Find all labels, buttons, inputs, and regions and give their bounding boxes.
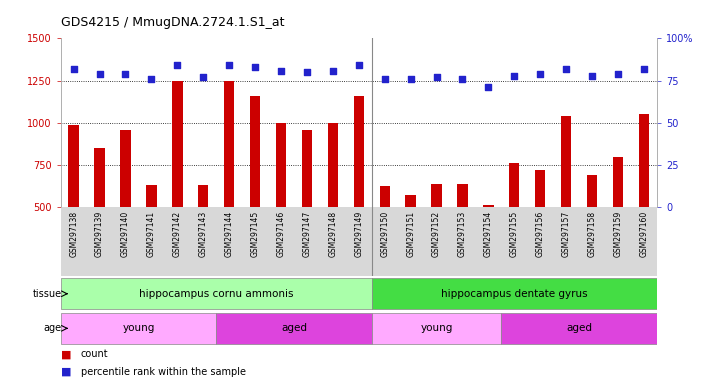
Bar bbox=[61, 278, 372, 310]
Text: GSM297141: GSM297141 bbox=[147, 211, 156, 257]
Point bbox=[198, 74, 209, 80]
Text: GSM297148: GSM297148 bbox=[328, 211, 337, 257]
Bar bbox=[172, 81, 183, 292]
Text: ■: ■ bbox=[61, 367, 71, 377]
Bar bbox=[276, 123, 286, 292]
Bar bbox=[380, 186, 390, 292]
Bar bbox=[587, 175, 597, 292]
Point bbox=[508, 73, 520, 79]
Bar bbox=[535, 170, 545, 292]
Point bbox=[405, 76, 416, 82]
Text: GSM297159: GSM297159 bbox=[613, 211, 623, 257]
Point bbox=[327, 68, 338, 74]
Bar bbox=[372, 313, 501, 344]
Bar bbox=[613, 157, 623, 292]
Text: GSM297147: GSM297147 bbox=[303, 211, 311, 257]
Text: aged: aged bbox=[566, 323, 592, 333]
Text: GSM297157: GSM297157 bbox=[562, 211, 570, 257]
Text: young: young bbox=[421, 323, 453, 333]
Bar bbox=[302, 130, 312, 292]
Text: GSM297155: GSM297155 bbox=[510, 211, 519, 257]
Text: GSM297145: GSM297145 bbox=[251, 211, 260, 257]
Bar bbox=[639, 114, 649, 292]
Point bbox=[120, 71, 131, 77]
Text: GSM297151: GSM297151 bbox=[406, 211, 415, 257]
Text: GSM297152: GSM297152 bbox=[432, 211, 441, 257]
Point bbox=[171, 62, 183, 68]
Point bbox=[613, 71, 624, 77]
Text: GSM297139: GSM297139 bbox=[95, 211, 104, 257]
Point bbox=[353, 62, 364, 68]
Point bbox=[94, 71, 105, 77]
Text: GSM297149: GSM297149 bbox=[354, 211, 363, 257]
Bar bbox=[120, 130, 131, 292]
Point bbox=[301, 69, 313, 75]
Point bbox=[223, 62, 235, 68]
Text: percentile rank within the sample: percentile rank within the sample bbox=[81, 367, 246, 377]
Text: GSM297150: GSM297150 bbox=[381, 211, 389, 257]
Text: GSM297160: GSM297160 bbox=[640, 211, 648, 257]
Text: GDS4215 / MmugDNA.2724.1.S1_at: GDS4215 / MmugDNA.2724.1.S1_at bbox=[61, 16, 284, 29]
Text: aged: aged bbox=[281, 323, 307, 333]
Point bbox=[249, 64, 261, 70]
Bar bbox=[353, 96, 364, 292]
Bar bbox=[406, 195, 416, 292]
Text: age: age bbox=[44, 323, 62, 333]
Text: GSM297158: GSM297158 bbox=[588, 211, 597, 257]
Text: GSM297142: GSM297142 bbox=[173, 211, 182, 257]
Text: GSM297138: GSM297138 bbox=[69, 211, 78, 257]
Bar bbox=[198, 185, 208, 292]
Text: GSM297146: GSM297146 bbox=[276, 211, 286, 257]
Point bbox=[68, 66, 79, 72]
Bar bbox=[372, 278, 657, 310]
Point bbox=[535, 71, 546, 77]
Bar bbox=[224, 81, 234, 292]
Point bbox=[586, 73, 598, 79]
Bar bbox=[146, 185, 156, 292]
Text: GSM297156: GSM297156 bbox=[536, 211, 545, 257]
Bar bbox=[250, 96, 261, 292]
Text: GSM297143: GSM297143 bbox=[198, 211, 208, 257]
Bar bbox=[94, 148, 105, 292]
Text: GSM297153: GSM297153 bbox=[458, 211, 467, 257]
Point bbox=[560, 66, 572, 72]
Bar bbox=[69, 124, 79, 292]
Bar bbox=[216, 313, 372, 344]
Point bbox=[276, 68, 287, 74]
Bar bbox=[457, 184, 468, 292]
Bar bbox=[61, 313, 216, 344]
Text: tissue: tissue bbox=[33, 289, 62, 299]
Text: count: count bbox=[81, 349, 109, 359]
Text: hippocampus dentate gyrus: hippocampus dentate gyrus bbox=[441, 289, 588, 299]
Bar bbox=[328, 123, 338, 292]
Text: GSM297154: GSM297154 bbox=[484, 211, 493, 257]
Point bbox=[457, 76, 468, 82]
Bar bbox=[561, 116, 571, 292]
Text: ■: ■ bbox=[61, 349, 71, 359]
Bar bbox=[431, 184, 442, 292]
Point bbox=[638, 66, 650, 72]
Point bbox=[431, 74, 442, 80]
Bar bbox=[483, 205, 493, 292]
Point bbox=[146, 76, 157, 82]
Point bbox=[483, 84, 494, 91]
Bar bbox=[509, 164, 520, 292]
Bar bbox=[501, 313, 657, 344]
Text: GSM297140: GSM297140 bbox=[121, 211, 130, 257]
Text: young: young bbox=[122, 323, 155, 333]
Point bbox=[379, 76, 391, 82]
Text: hippocampus cornu ammonis: hippocampus cornu ammonis bbox=[139, 289, 293, 299]
Text: GSM297144: GSM297144 bbox=[225, 211, 233, 257]
